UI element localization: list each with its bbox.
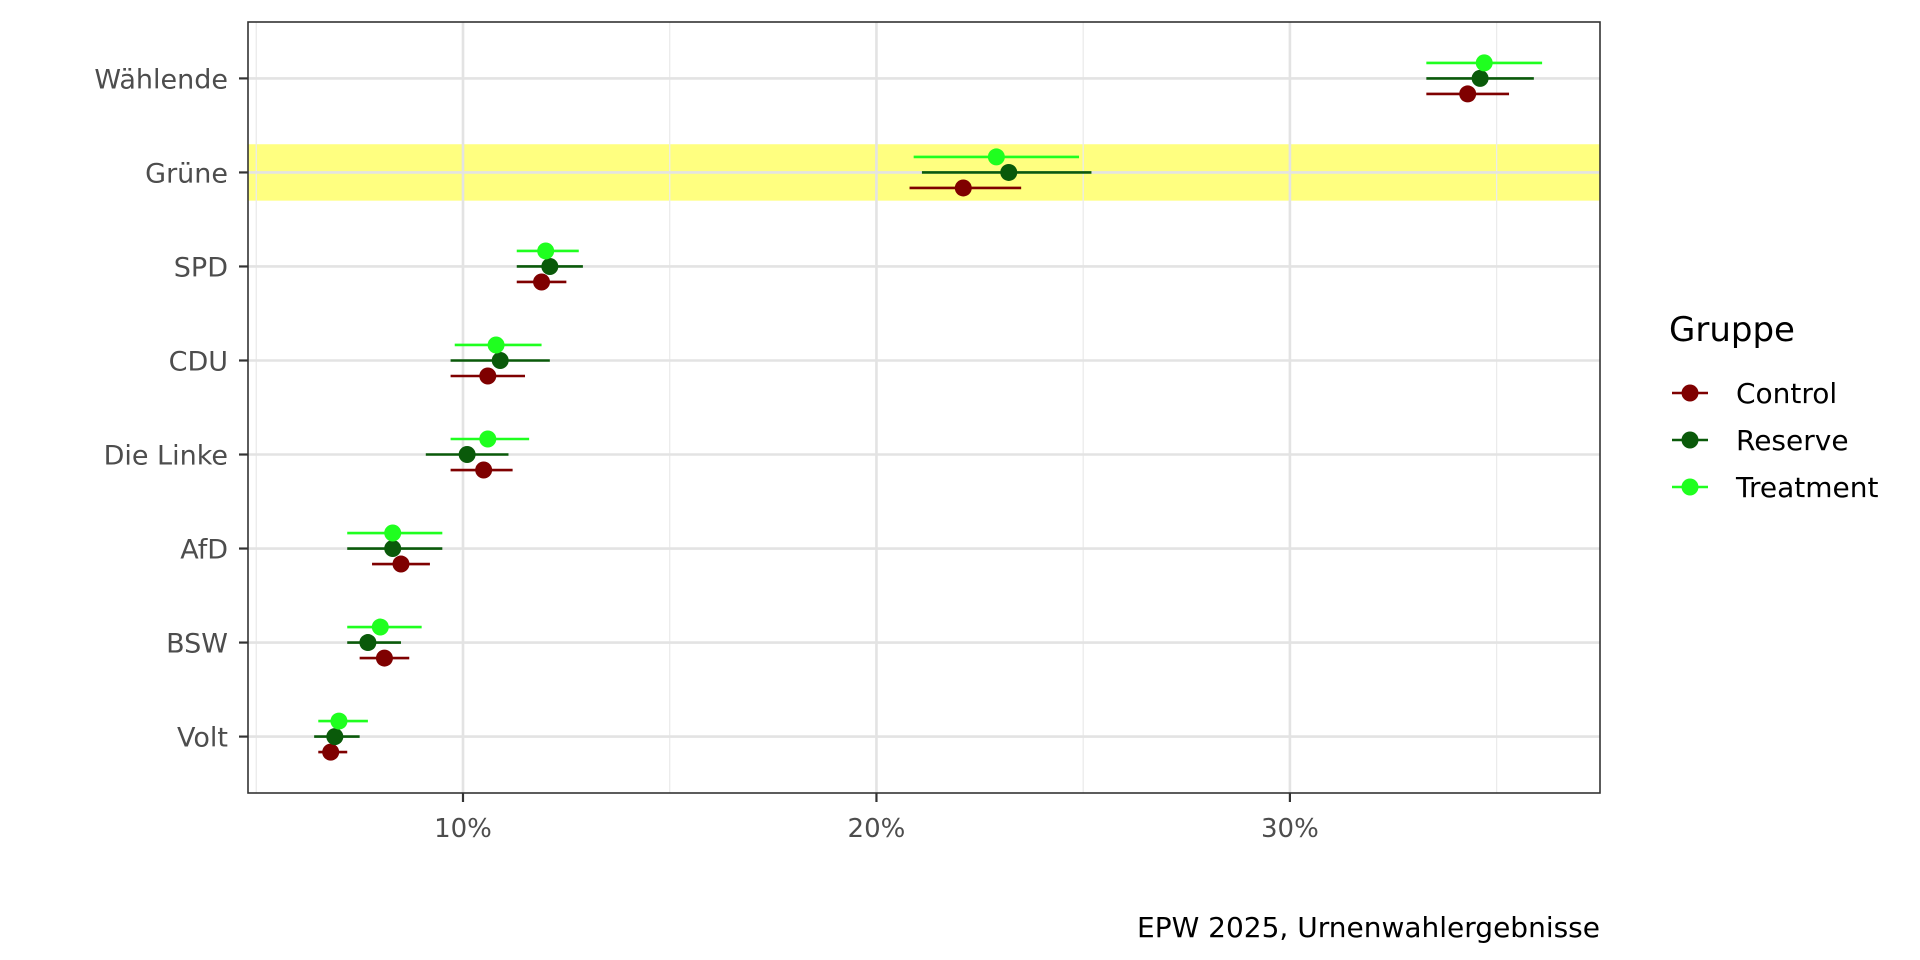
- point-reserve: [491, 351, 509, 369]
- legend-key-point: [1681, 384, 1699, 402]
- legend: Gruppe Control Reserve Treatment: [1669, 310, 1878, 504]
- point-reserve: [1471, 69, 1489, 87]
- point-control: [392, 555, 410, 573]
- point-treatment: [1475, 54, 1493, 72]
- category-label: BSW: [166, 629, 228, 660]
- point-control: [475, 461, 493, 479]
- point-treatment: [479, 430, 497, 448]
- point-reserve: [1000, 163, 1018, 181]
- category-label: Wählende: [94, 64, 228, 95]
- point-treatment: [330, 712, 348, 730]
- point-control: [1459, 85, 1477, 103]
- point-treatment: [371, 618, 389, 636]
- legend-label-treatment: Treatment: [1735, 471, 1878, 504]
- point-reserve: [458, 446, 476, 464]
- x-tick-label: 30%: [1261, 814, 1319, 844]
- point-treatment: [487, 336, 505, 354]
- x-tick-label: 10%: [434, 814, 492, 844]
- point-treatment: [384, 524, 402, 542]
- point-treatment: [987, 148, 1005, 166]
- legend-key-point: [1681, 431, 1699, 449]
- x-tick-label: 20%: [848, 814, 906, 844]
- point-control: [533, 273, 551, 291]
- panel-border: [247, 21, 1601, 794]
- point-control: [322, 743, 340, 761]
- category-label: Die Linke: [104, 441, 228, 472]
- category-label: Grüne: [145, 158, 228, 189]
- point-control: [479, 367, 497, 385]
- point-reserve: [326, 728, 344, 746]
- chart-caption: EPW 2025, Urnenwahlergebnisse: [1137, 911, 1600, 944]
- category-label: AfD: [180, 535, 228, 566]
- point-reserve: [541, 257, 559, 275]
- legend-title: Gruppe: [1669, 310, 1795, 350]
- legend-label-reserve: Reserve: [1736, 424, 1849, 457]
- point-reserve: [359, 634, 377, 652]
- legend-label-control: Control: [1736, 377, 1837, 410]
- point-reserve: [384, 540, 402, 558]
- point-control: [954, 179, 972, 197]
- point-treatment: [537, 242, 555, 260]
- point-control: [375, 649, 393, 667]
- category-label: CDU: [169, 346, 228, 377]
- category-label: SPD: [174, 252, 228, 283]
- legend-key-point: [1681, 478, 1699, 496]
- category-label: Volt: [177, 723, 228, 754]
